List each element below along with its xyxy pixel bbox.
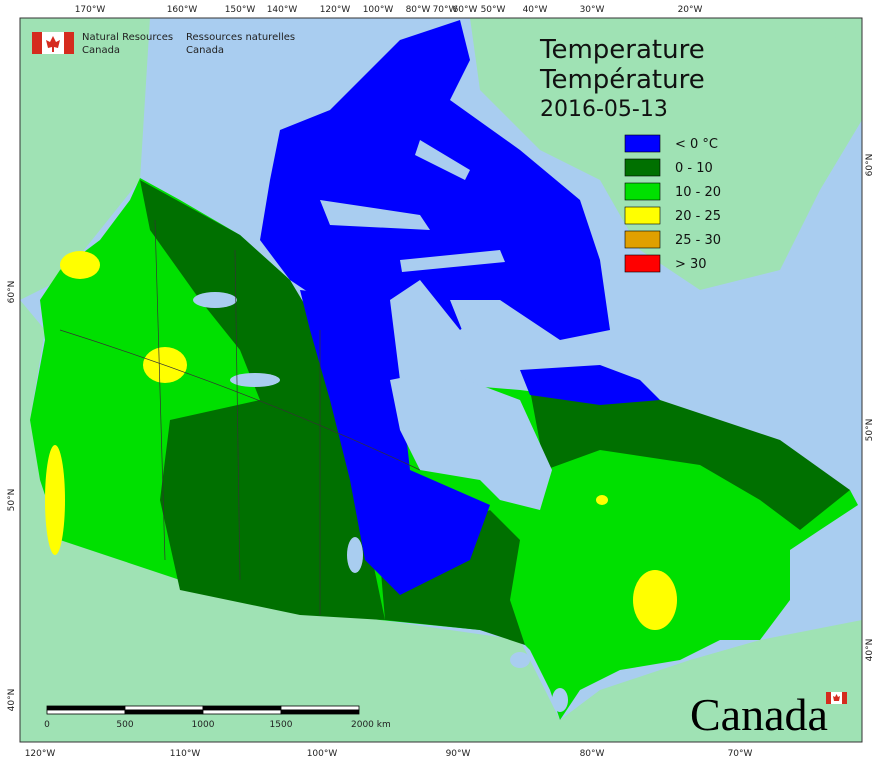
lon-label-top: 60°W	[453, 5, 478, 15]
scale-label: 0	[44, 720, 50, 730]
lat-label-left: 60°N	[7, 281, 17, 304]
lon-label-top: 50°W	[481, 5, 506, 15]
scale-bar	[46, 705, 360, 715]
legend-label: 0 - 10	[675, 161, 713, 176]
lat-label-right: 50°N	[865, 419, 875, 442]
legend-label: 25 - 30	[675, 233, 721, 248]
title-fr: Température	[539, 65, 705, 95]
legend-label: 20 - 25	[675, 209, 721, 224]
title-en: Temperature	[539, 35, 705, 65]
lon-label-top: 80°W	[406, 5, 431, 15]
lat-label-left: 40°N	[7, 689, 17, 712]
country-en: Canada	[82, 45, 120, 56]
scale-label: 1500	[270, 720, 293, 730]
lon-label-top: 170°W	[75, 5, 106, 15]
lon-label-bottom: 80°W	[580, 749, 605, 759]
lon-label-bottom: 70°W	[728, 749, 753, 759]
lon-label-top: 120°W	[320, 5, 351, 15]
scale-labels: 0 500 1000 1500 2000 km	[44, 720, 391, 730]
legend-swatch	[624, 254, 661, 273]
lon-label-top: 30°W	[580, 5, 605, 15]
scale-label: 1000	[192, 720, 215, 730]
country-fr: Canada	[186, 45, 224, 56]
legend-swatch	[624, 158, 661, 177]
lon-label-top: 150°W	[225, 5, 256, 15]
header-logo	[32, 32, 74, 54]
legend-label: > 30	[675, 257, 707, 272]
lon-label-top: 20°W	[678, 5, 703, 15]
lon-label-top: 140°W	[267, 5, 298, 15]
org-fr: Ressources naturelles	[186, 32, 295, 43]
legend-swatch	[624, 206, 661, 225]
scale-label: 500	[116, 720, 133, 730]
boundaries	[59, 219, 421, 615]
legend-swatch	[624, 230, 661, 249]
lon-label-top: 70°W	[433, 5, 458, 15]
scale-label: 2000 km	[351, 720, 391, 730]
wordmark-flag	[826, 692, 847, 704]
legend: < 0 °C 0 - 10 10 - 20 20 - 25 25 - 30 > 30	[624, 134, 721, 273]
frame	[19, 17, 863, 743]
lon-label-top: 100°W	[363, 5, 394, 15]
land-other	[20, 18, 862, 742]
wordmark: Canada	[690, 689, 828, 740]
legend-swatch	[624, 134, 661, 153]
lon-label-bottom: 120°W	[25, 749, 56, 759]
lat-label-left: 50°N	[7, 489, 17, 512]
lat-label-right: 40°N	[865, 639, 875, 662]
lon-label-bottom: 90°W	[446, 749, 471, 759]
legend-label: < 0 °C	[675, 137, 718, 152]
lon-label-top: 40°W	[523, 5, 548, 15]
graticule-labels: 170°W 160°W 150°W 140°W 120°W 100°W 80°W 70°W60…	[7, 5, 875, 759]
lon-label-bottom: 110°W	[170, 749, 201, 759]
org-en: Natural Resources	[82, 32, 173, 43]
legend-label: 10 - 20	[675, 185, 721, 200]
legend-swatch	[624, 182, 661, 201]
lon-label-top: 160°W	[167, 5, 198, 15]
lon-label-bottom: 100°W	[307, 749, 338, 759]
title-date: 2016-05-13	[540, 97, 668, 122]
land-canada	[30, 20, 858, 720]
lat-label-right: 60°N	[865, 154, 875, 177]
